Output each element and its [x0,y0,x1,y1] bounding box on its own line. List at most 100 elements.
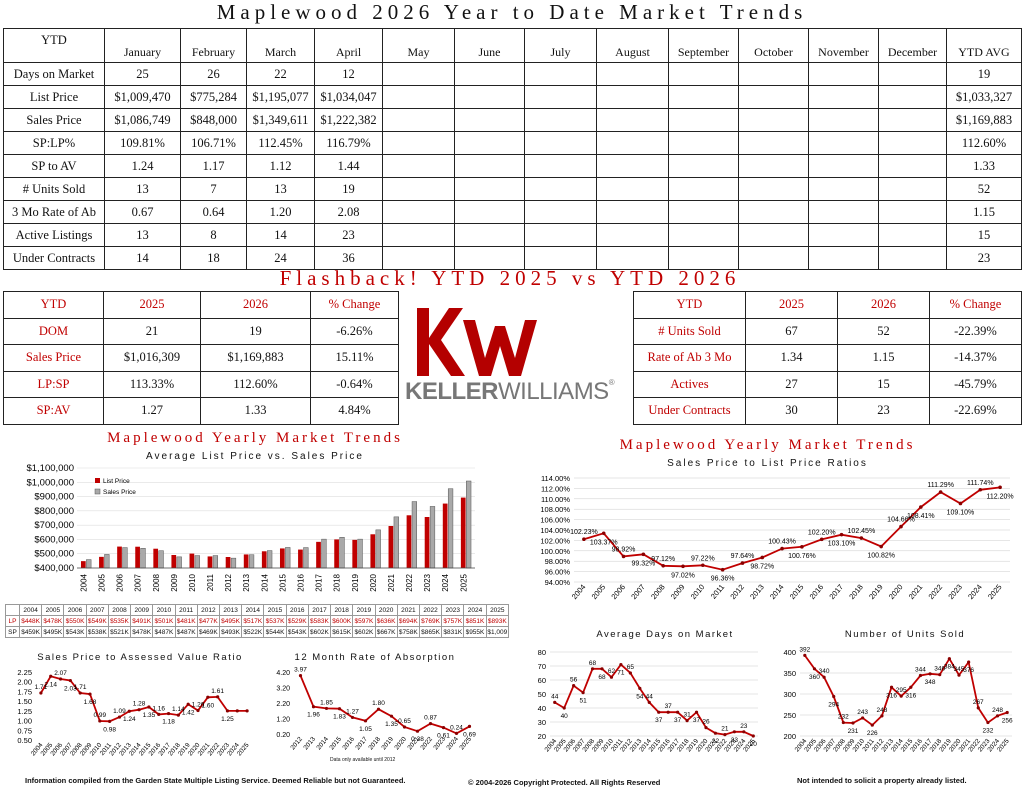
table-cell: 1.24 [104,154,181,178]
data-label: 112.20% [987,493,1014,500]
table-cell: 2022 [418,604,443,616]
data-point [638,686,642,690]
data-point [657,710,661,714]
data-label: 346 [934,666,945,673]
table-row: Sales Price $1,086,749 $848,000 $1,349,611 $… [3,108,1022,132]
series-line [583,486,1001,571]
x-tick-label: 2013 [302,735,317,751]
data-point [742,730,746,734]
table-cell [878,223,947,247]
data-point [958,501,963,506]
x-tick-label: 2008 [152,573,161,591]
x-tick-label: 2012 [224,573,233,591]
x-tick-label: 2014 [768,583,786,602]
table-cell [808,154,879,178]
table-cell: 2009 [130,604,154,616]
table-cell: $478K [130,626,154,638]
data-point [889,685,894,689]
table-cell: $848,000 [180,108,247,132]
y-tick-label: $1,000,000 [26,477,74,488]
table-cell [382,131,455,155]
list-price-bar [460,497,466,568]
x-tick-label: 2025 [236,741,251,757]
table-cell: 4.84% [310,397,399,425]
data-point [685,719,689,723]
table-cell [668,200,739,224]
data-point [454,731,459,735]
table-cell [878,177,947,201]
column-header: October [738,28,809,63]
data-label: 37 [674,717,682,724]
table-cell [596,131,669,155]
y-tick-label: 114.00% [541,474,570,483]
table-cell [454,131,525,155]
list-price-bar [99,556,104,568]
x-tick-label: 2011 [206,573,215,591]
table-cell: 112.45% [246,131,315,155]
table-cell [454,223,525,247]
table-cell [878,108,947,132]
table-cell: 2014 [241,604,265,616]
column-header: June [454,28,525,63]
data-point [402,725,407,729]
chart4-title: 12 Month Rate of Absorption [294,652,456,663]
table-cell: 7 [180,177,247,201]
row-label: Active Listings [3,223,105,247]
data-point [582,537,586,542]
data-point [245,709,249,713]
y-tick-label: $1,100,000 [26,463,74,474]
row-label: SP:AV [3,397,104,425]
table-cell: 23 [837,397,930,425]
data-label: 295 [896,687,907,694]
sales-price-bar [357,538,363,569]
table-cell: $602K [352,626,376,638]
data-label: 243 [857,709,868,716]
data-label: 1.28 [133,701,146,708]
table-cell: $549K [85,615,109,627]
x-tick-label: 2009 [669,583,687,602]
sales-price-bar [393,516,399,569]
y-tick-label: 1.50 [17,697,32,706]
table-cell [454,154,525,178]
data-point [998,485,1002,490]
data-point [39,691,43,695]
y-tick-label: 0.20 [276,732,290,739]
data-point [225,709,230,713]
legend-swatch-sales [94,488,101,495]
table-row: List Price $1,009,470 $775,284 $1,195,077 $1… [3,85,1022,109]
table-cell: 15.11% [310,344,399,372]
y-tick-label: $500,000 [34,549,74,560]
table-cell: 1.15 [946,200,1022,224]
table-cell: $758K [396,626,420,638]
x-tick-label: 2020 [887,583,905,602]
column-header: YTD AVG [946,28,1022,63]
data-label: 1.14 [172,706,185,713]
data-point [751,734,755,738]
data-point [819,537,824,542]
table-cell: -22.69% [929,397,1022,425]
x-tick-label: 2016 [808,583,826,602]
table-row: SP:AV 1.27 1.33 4.84% [3,397,399,425]
table-cell: 2007 [85,604,109,616]
table-cell: $487K [152,626,176,638]
table-cell: $537K [263,615,287,627]
data-point [880,714,884,718]
column-header: YTD [3,28,105,63]
table-cell: $1,086,749 [104,108,181,132]
y-tick-label: 1.20 [276,717,290,724]
data-point [376,707,381,711]
table-cell [668,246,739,270]
table-cell [454,85,525,109]
table-cell: $667K [374,626,398,638]
data-label: 104.66% [887,517,915,524]
data-label: 99.32% [631,560,655,567]
table-cell [738,131,809,155]
data-label: 20 [750,741,758,748]
legend-label-sales: Sales Price [103,489,136,496]
data-point [732,730,736,734]
table-cell: $495K [218,615,243,627]
x-tick-label: 2019 [380,735,395,751]
y-tick-label: 30 [538,718,546,727]
data-point [562,706,566,710]
